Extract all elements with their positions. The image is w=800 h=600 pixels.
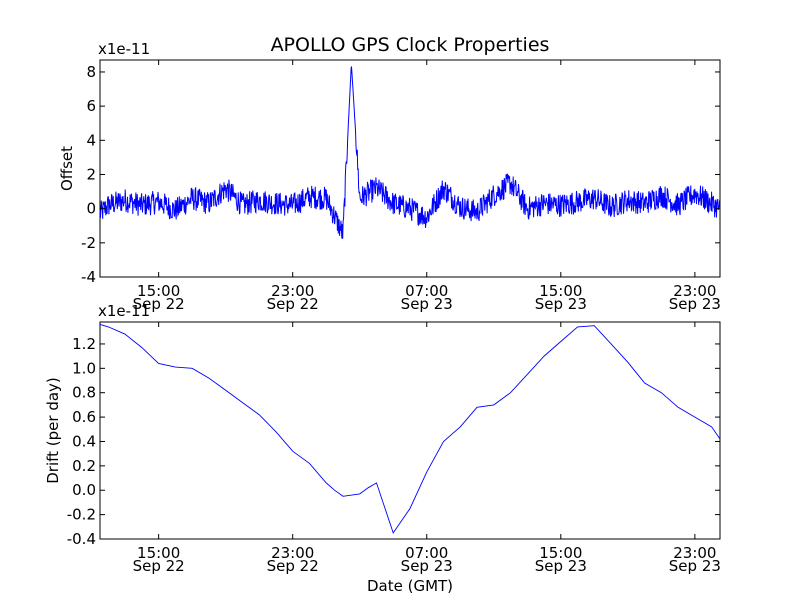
offset-panel-line-0 bbox=[99, 66, 721, 239]
ytick-label: -0.2 bbox=[67, 506, 96, 524]
drift-series bbox=[99, 323, 721, 534]
xtick-date-label: Sep 23 bbox=[669, 295, 721, 313]
xtick-time-label: 07:00 bbox=[405, 282, 448, 300]
ytick-label: 2 bbox=[86, 165, 96, 183]
chart-title: APOLLO GPS Clock Properties bbox=[271, 34, 550, 56]
xtick-time-label: 15:00 bbox=[539, 544, 582, 562]
offset-series bbox=[99, 66, 721, 239]
xtick-time-label: 23:00 bbox=[271, 282, 314, 300]
xtick-time-label: 07:00 bbox=[405, 544, 448, 562]
ytick-label: 0.4 bbox=[72, 432, 96, 450]
xtick-date-label: Sep 23 bbox=[669, 557, 721, 575]
ytick-label: 0.8 bbox=[72, 384, 96, 402]
ytick-label: 1.2 bbox=[72, 335, 96, 353]
xtick-date-label: Sep 22 bbox=[133, 557, 185, 575]
ytick-label: 4 bbox=[86, 131, 96, 149]
drift-ylabel: Drift (per day) bbox=[44, 377, 62, 484]
ytick-label: 0.6 bbox=[72, 408, 96, 426]
drift-multiplier-label: x1e-11 bbox=[98, 302, 150, 320]
xtick-date-label: Sep 23 bbox=[401, 557, 453, 575]
xtick-date-label: Sep 23 bbox=[535, 557, 587, 575]
offset-multiplier-label: x1e-11 bbox=[98, 40, 150, 58]
xtick-date-label: Sep 23 bbox=[535, 295, 587, 313]
xtick-time-label: 23:00 bbox=[673, 282, 716, 300]
xtick-time-label: 23:00 bbox=[673, 544, 716, 562]
xtick-time-label: 15:00 bbox=[539, 282, 582, 300]
ytick-label: 8 bbox=[86, 63, 96, 81]
xtick-time-label: 15:00 bbox=[137, 544, 180, 562]
xtick-date-label: Sep 23 bbox=[401, 295, 453, 313]
ytick-label: -0.4 bbox=[67, 530, 96, 548]
ytick-label: 0 bbox=[86, 200, 96, 218]
drift-panel-line-0 bbox=[99, 323, 721, 534]
ytick-label: 6 bbox=[86, 97, 96, 115]
drift-xlabel: Date (GMT) bbox=[367, 577, 453, 595]
xtick-time-label: 23:00 bbox=[271, 544, 314, 562]
ytick-label: -2 bbox=[81, 234, 96, 252]
drift-plot-frame bbox=[99, 321, 721, 540]
ytick-label: -4 bbox=[81, 268, 96, 286]
ytick-label: 0.2 bbox=[72, 457, 96, 475]
offset-ylabel: Offset bbox=[58, 146, 76, 191]
xtick-time-label: 15:00 bbox=[137, 282, 180, 300]
xtick-date-label: Sep 22 bbox=[267, 557, 319, 575]
offset-plot-frame bbox=[99, 59, 721, 278]
ytick-label: 1.0 bbox=[72, 359, 96, 377]
xtick-date-label: Sep 22 bbox=[133, 295, 185, 313]
xtick-date-label: Sep 22 bbox=[267, 295, 319, 313]
ytick-label: 0.0 bbox=[72, 481, 96, 499]
